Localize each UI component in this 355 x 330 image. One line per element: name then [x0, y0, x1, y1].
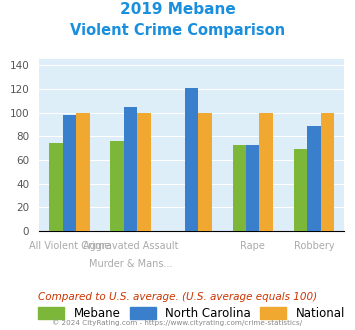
Text: Rape: Rape — [240, 241, 265, 251]
Bar — [260, 113, 273, 231]
Bar — [137, 113, 151, 231]
Bar — [63, 115, 76, 231]
Bar — [110, 141, 124, 231]
Text: Aggravated Assault: Aggravated Assault — [83, 241, 179, 251]
Legend: Mebane, North Carolina, National: Mebane, North Carolina, National — [33, 302, 350, 325]
Text: Compared to U.S. average. (U.S. average equals 100): Compared to U.S. average. (U.S. average … — [38, 292, 317, 302]
Text: Robbery: Robbery — [294, 241, 334, 251]
Bar — [294, 149, 307, 231]
Bar — [76, 113, 90, 231]
Text: © 2024 CityRating.com - https://www.cityrating.com/crime-statistics/: © 2024 CityRating.com - https://www.city… — [53, 319, 302, 326]
Bar — [307, 126, 321, 231]
Bar — [185, 88, 198, 231]
Text: Violent Crime Comparison: Violent Crime Comparison — [70, 23, 285, 38]
Bar — [246, 145, 260, 231]
Text: 2019 Mebane: 2019 Mebane — [120, 2, 235, 16]
Text: Murder & Mans...: Murder & Mans... — [89, 259, 173, 269]
Bar — [233, 145, 246, 231]
Bar — [198, 113, 212, 231]
Text: All Violent Crime: All Violent Crime — [29, 241, 110, 251]
Bar — [321, 113, 334, 231]
Bar — [124, 107, 137, 231]
Bar — [49, 144, 63, 231]
